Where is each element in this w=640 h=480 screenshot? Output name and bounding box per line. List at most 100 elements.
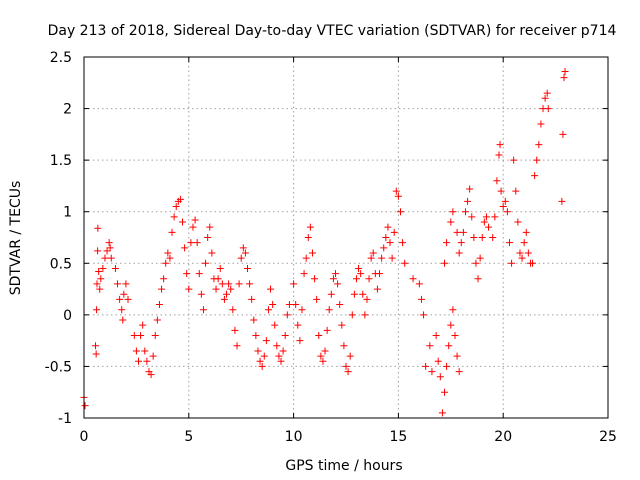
data-point bbox=[105, 239, 113, 247]
data-point bbox=[220, 295, 228, 303]
data-point bbox=[179, 218, 187, 226]
data-point bbox=[199, 306, 207, 314]
data-point bbox=[355, 264, 363, 272]
data-point bbox=[260, 352, 268, 360]
data-point bbox=[344, 368, 352, 376]
data-point bbox=[432, 331, 440, 339]
data-point bbox=[172, 203, 180, 211]
data-point bbox=[438, 409, 446, 417]
data-point bbox=[512, 187, 520, 195]
data-point bbox=[508, 259, 516, 267]
data-point bbox=[187, 239, 195, 247]
data-point bbox=[445, 342, 453, 350]
data-point bbox=[443, 239, 451, 247]
data-point bbox=[516, 249, 524, 257]
data-point bbox=[544, 105, 552, 113]
data-point bbox=[99, 264, 107, 272]
data-point bbox=[390, 228, 398, 236]
data-point bbox=[313, 295, 321, 303]
data-point bbox=[468, 213, 476, 221]
data-point bbox=[93, 306, 101, 314]
data-point bbox=[537, 120, 545, 128]
data-point bbox=[522, 228, 530, 236]
data-point bbox=[195, 270, 203, 278]
data-point bbox=[453, 352, 461, 360]
y-tick-label: 2.5 bbox=[50, 50, 72, 66]
data-point bbox=[168, 228, 176, 236]
data-point bbox=[533, 156, 541, 164]
chart-title: Day 213 of 2018, Sidereal Day-to-day VTE… bbox=[48, 23, 617, 39]
data-point bbox=[315, 331, 323, 339]
data-point bbox=[296, 337, 304, 345]
data-point bbox=[243, 264, 251, 272]
data-point bbox=[441, 388, 449, 396]
data-point bbox=[380, 244, 388, 252]
data-point bbox=[119, 316, 127, 324]
data-point bbox=[153, 316, 161, 324]
data-point bbox=[151, 331, 159, 339]
data-point bbox=[497, 187, 505, 195]
data-point bbox=[166, 254, 174, 262]
data-point bbox=[436, 373, 444, 381]
data-point bbox=[227, 285, 235, 293]
data-point bbox=[348, 311, 356, 319]
data-point bbox=[300, 270, 308, 278]
data-point bbox=[417, 295, 425, 303]
data-point bbox=[480, 218, 488, 226]
data-point bbox=[491, 213, 499, 221]
data-point bbox=[426, 342, 434, 350]
data-point bbox=[495, 151, 503, 159]
data-point bbox=[233, 342, 241, 350]
data-point bbox=[241, 249, 249, 257]
data-point bbox=[93, 280, 101, 288]
data-point bbox=[470, 234, 478, 241]
x-tick-label: 20 bbox=[494, 429, 512, 445]
data-point bbox=[116, 295, 124, 303]
data-point bbox=[499, 203, 507, 211]
data-point bbox=[124, 295, 132, 303]
data-point bbox=[149, 352, 157, 360]
data-point bbox=[252, 331, 260, 339]
x-tick-label: 5 bbox=[184, 429, 193, 445]
data-point bbox=[206, 223, 214, 231]
data-point bbox=[218, 280, 226, 288]
data-point bbox=[428, 368, 436, 376]
data-point bbox=[107, 254, 115, 262]
y-tick-label: 0.5 bbox=[50, 256, 72, 272]
data-point bbox=[304, 234, 312, 241]
x-tick-label: 0 bbox=[80, 429, 89, 445]
data-point bbox=[373, 285, 381, 293]
y-tick-label: 0 bbox=[63, 308, 72, 324]
data-point bbox=[273, 342, 281, 350]
data-point bbox=[386, 239, 394, 247]
data-point bbox=[143, 357, 151, 365]
data-point bbox=[363, 295, 371, 303]
y-tick-label: 1 bbox=[63, 205, 72, 221]
data-point bbox=[560, 74, 568, 82]
data-point bbox=[434, 357, 442, 365]
data-point bbox=[401, 259, 409, 267]
data-point bbox=[285, 301, 293, 309]
data-point bbox=[496, 141, 504, 149]
data-point bbox=[332, 270, 340, 278]
data-point bbox=[399, 239, 407, 247]
data-point bbox=[95, 268, 103, 276]
data-point bbox=[279, 347, 287, 355]
data-point bbox=[338, 321, 346, 329]
data-point bbox=[466, 185, 474, 193]
data-point bbox=[185, 285, 193, 293]
data-point bbox=[367, 254, 375, 262]
data-point bbox=[376, 270, 384, 278]
data-point bbox=[122, 280, 130, 288]
data-point bbox=[501, 197, 509, 205]
data-point bbox=[114, 280, 122, 288]
data-point bbox=[181, 244, 189, 252]
data-point bbox=[308, 249, 316, 257]
data-point bbox=[524, 249, 532, 257]
data-point bbox=[361, 311, 369, 319]
data-point bbox=[493, 177, 501, 185]
data-point bbox=[461, 208, 469, 216]
data-point bbox=[352, 275, 360, 283]
data-point bbox=[323, 326, 331, 334]
